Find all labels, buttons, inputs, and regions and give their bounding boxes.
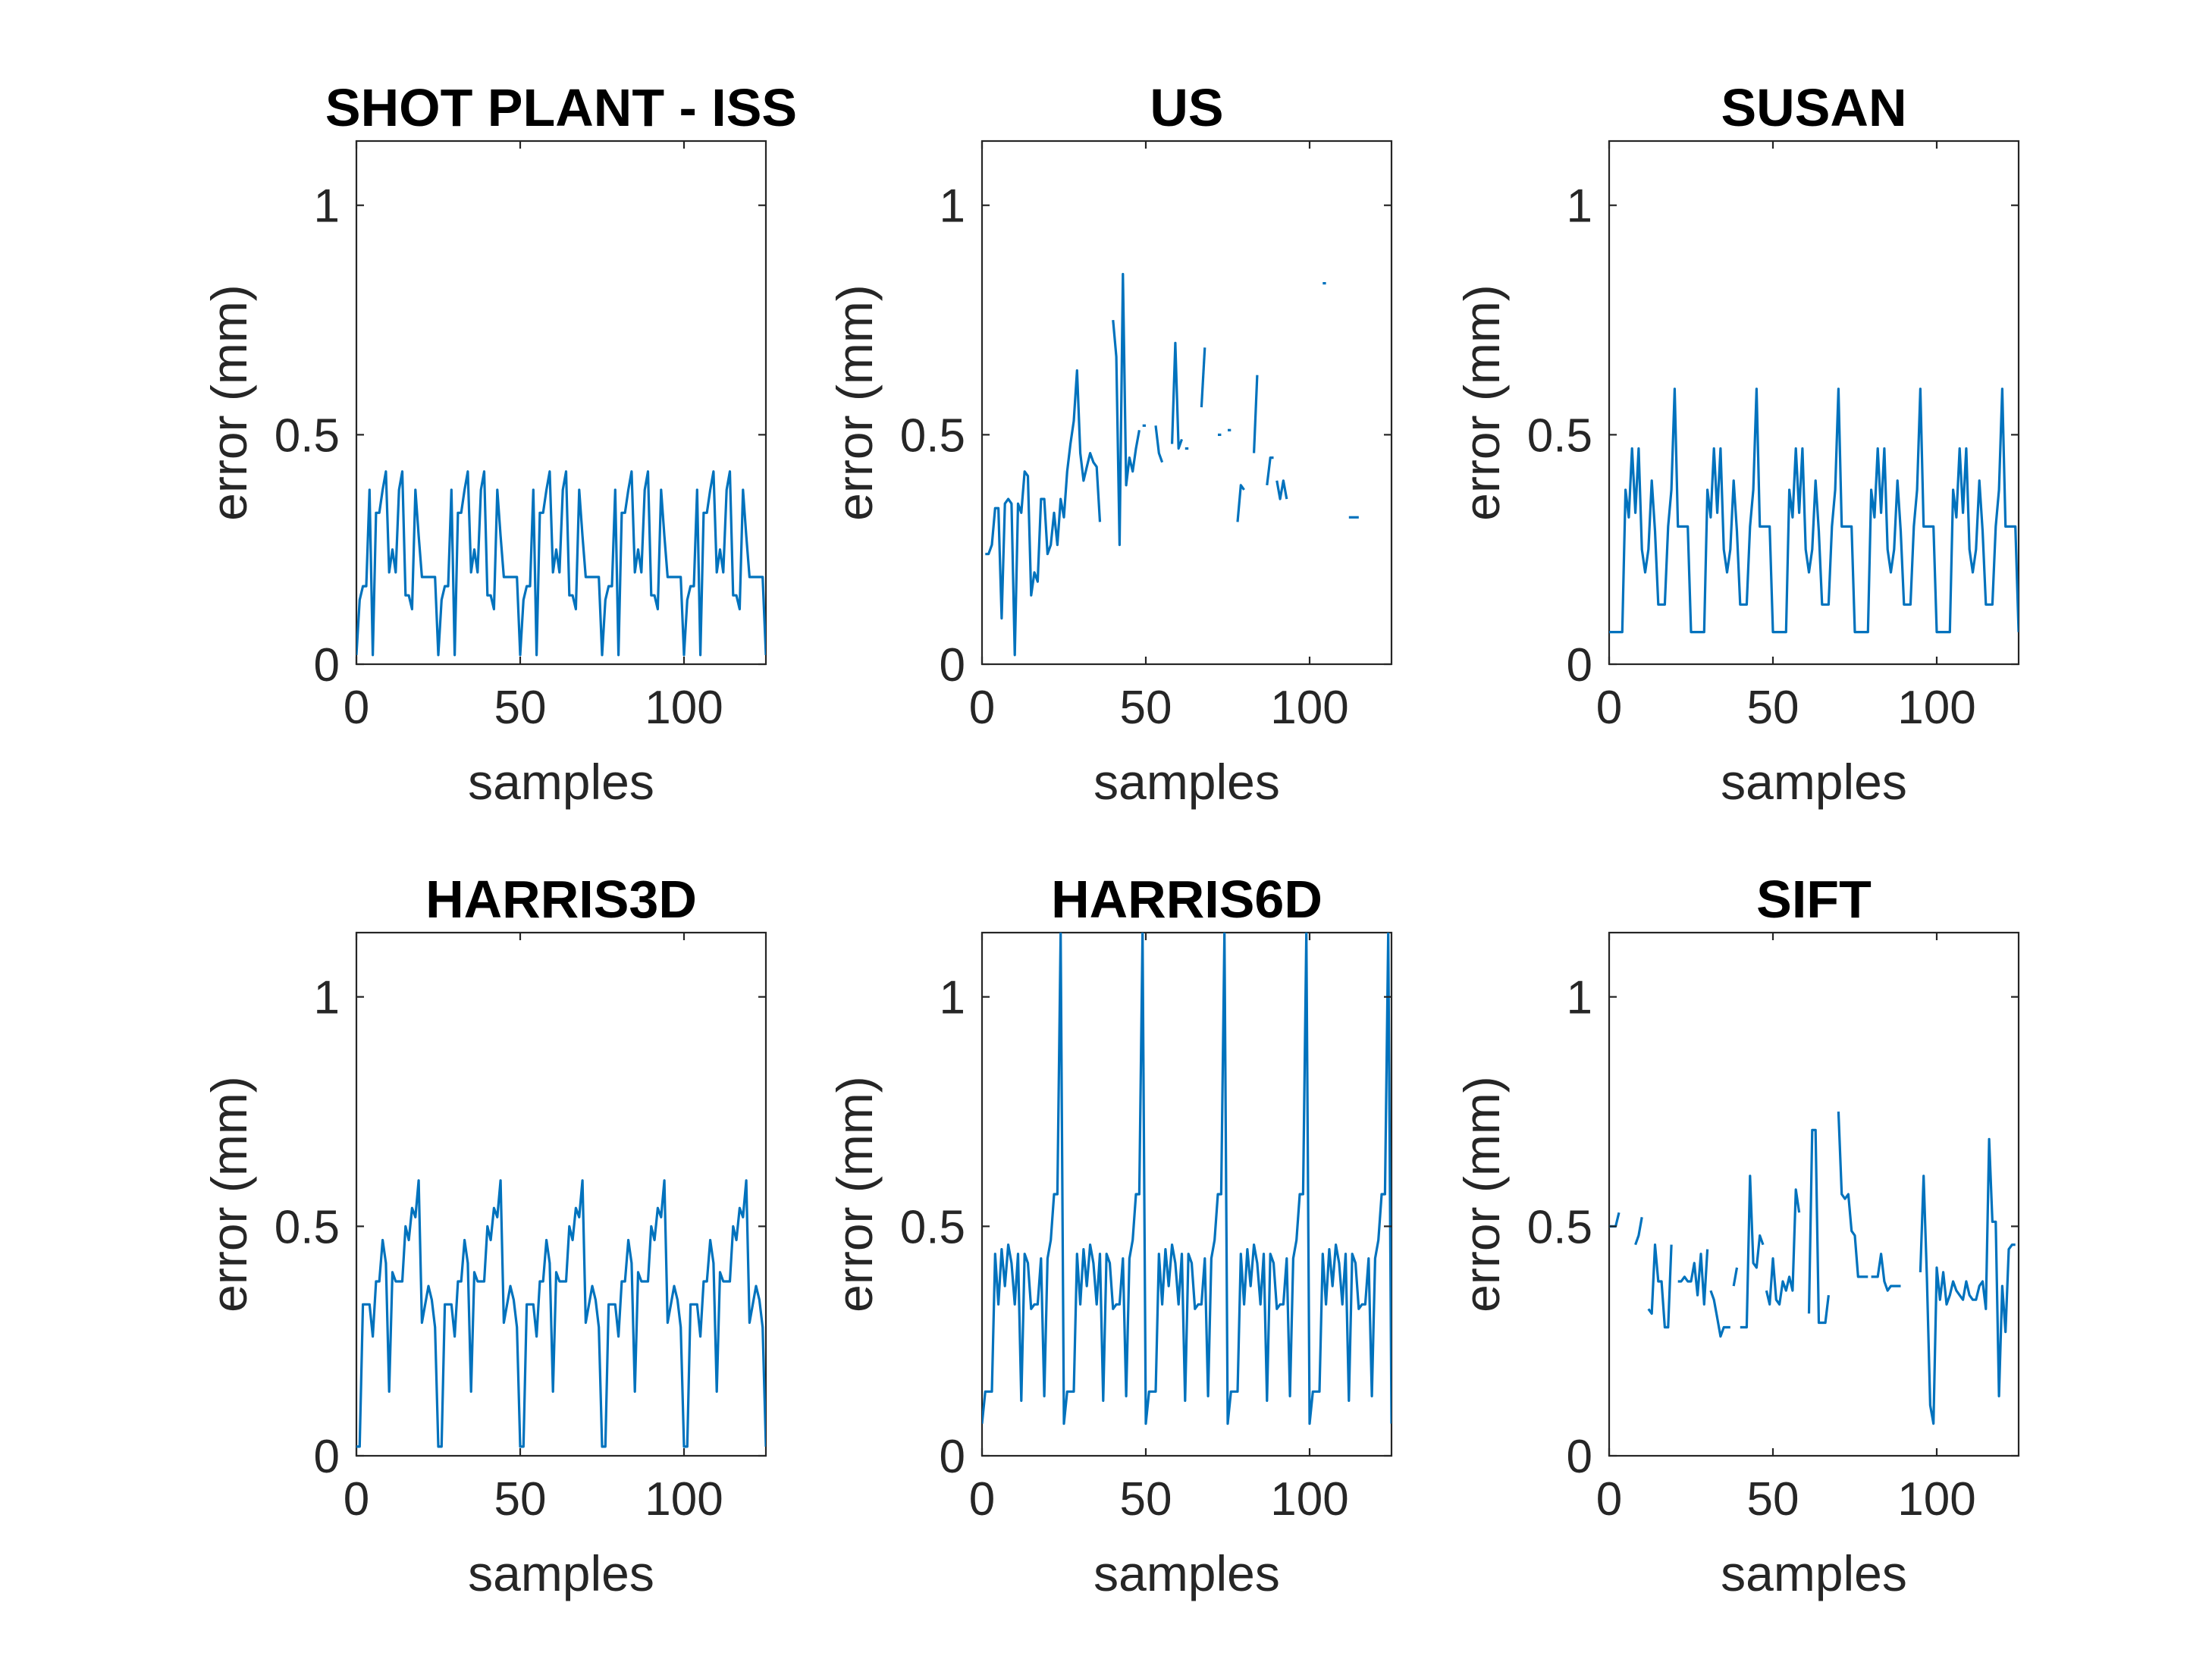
y-tick-label: 0: [940, 1431, 965, 1483]
series-segment-10: [1253, 375, 1259, 453]
y-tick-label: 0: [1567, 1431, 1592, 1483]
y-tick-label: 0: [314, 1431, 340, 1483]
x-tick-label: 0: [1596, 682, 1622, 734]
y-tick-label: 0.5: [1527, 409, 1592, 462]
series-line: [982, 933, 1392, 1425]
y-axis-label: error (mm): [201, 1076, 257, 1312]
chart-title: US: [1150, 78, 1223, 137]
plot-area: [355, 931, 767, 1457]
x-tick-label: 100: [1270, 682, 1348, 734]
y-tick-label: 0: [1567, 639, 1592, 692]
x-tick-label: 0: [344, 1473, 369, 1526]
series-segment-2: [1647, 1243, 1673, 1329]
chart-title: SIFT: [1756, 870, 1872, 929]
x-tick-label: 100: [1270, 1473, 1348, 1526]
y-axis-label: error (mm): [1454, 1076, 1510, 1312]
series-segment-6: [1200, 347, 1206, 408]
series-segment-0: [982, 933, 1392, 1425]
series-segment-0: [356, 1179, 766, 1448]
x-axis-label: samples: [1721, 754, 1907, 810]
series-segment-6: [1740, 1174, 1765, 1329]
y-tick-label: 1: [314, 972, 340, 1024]
x-axis-label: samples: [1093, 1545, 1280, 1601]
x-tick-label: 0: [1596, 1473, 1622, 1526]
y-axis-label: error (mm): [201, 284, 257, 521]
subplot-5: 0 50 100 0 0.5 1 samples error (mm) SIFT: [1454, 870, 2020, 1601]
x-tick-label: 100: [1897, 1473, 1975, 1526]
y-tick-label: 0.5: [275, 1201, 340, 1253]
y-tick-label: 1: [1567, 180, 1592, 233]
chart-title: HARRIS3D: [425, 870, 697, 929]
y-tick-label: 0: [940, 639, 965, 692]
y-tick-label: 1: [1567, 972, 1592, 1024]
series-segment-11: [1266, 456, 1274, 486]
y-tick-label: 0: [314, 639, 340, 692]
y-tick-label: 0.5: [900, 409, 965, 462]
series-line: [1609, 1112, 2016, 1425]
subplot-3: 0 50 100 0 0.5 1 samples error (mm) HARRIS3D: [201, 870, 767, 1601]
subplot-4: 0 50 100 0 0.5 1 samples error (mm) HARRIS6D: [827, 870, 1393, 1601]
x-tick-label: 100: [1897, 682, 1975, 734]
series-line: [985, 272, 1359, 657]
series-segment-4: [1171, 341, 1184, 450]
series-segment-3: [1677, 1249, 1709, 1306]
x-axis-label: samples: [468, 1545, 654, 1601]
x-tick-label: 50: [1120, 1473, 1172, 1526]
y-tick-label: 0.5: [275, 409, 340, 462]
y-tick-label: 1: [940, 180, 965, 233]
x-tick-label: 0: [969, 682, 995, 734]
series-line: [1609, 387, 2019, 634]
series-segment-9: [1837, 1112, 1868, 1278]
subplot-0: 0 50 100 0 0.5 1 samples error (mm) SHOT PLANT -…: [201, 78, 797, 810]
plot-area: [1608, 931, 2020, 1457]
y-axis-label: error (mm): [827, 1076, 883, 1312]
series-segment-8: [1807, 1128, 1830, 1325]
x-axis-label: samples: [1093, 754, 1280, 810]
x-tick-label: 0: [344, 682, 369, 734]
x-tick-label: 50: [1747, 1473, 1799, 1526]
chart-title: HARRIS6D: [1051, 870, 1322, 929]
series-segment-1: [1634, 1217, 1643, 1246]
series-line: [356, 470, 766, 657]
x-tick-label: 50: [494, 682, 547, 734]
plot-area: [980, 140, 1393, 666]
series-segment-7: [1765, 1188, 1801, 1306]
series-segment-5: [1732, 1267, 1739, 1287]
x-tick-label: 100: [645, 1473, 723, 1526]
y-axis-label: error (mm): [827, 284, 883, 521]
y-tick-label: 0.5: [1527, 1201, 1592, 1253]
x-axis-label: samples: [468, 754, 654, 810]
x-tick-label: 100: [645, 682, 723, 734]
y-tick-label: 1: [940, 972, 965, 1024]
chart-title: SHOT PLANT - ISS: [325, 78, 797, 137]
series-segment-9: [1236, 484, 1245, 522]
series-segment-1: [1112, 272, 1141, 547]
series-segment-12: [1275, 479, 1288, 500]
series-segment-0: [1609, 387, 2019, 634]
series-segment-3: [1154, 425, 1164, 463]
series-line: [356, 1179, 766, 1448]
series-segment-4: [1709, 1290, 1730, 1338]
series-segment-0: [356, 470, 766, 657]
series-segment-0: [985, 369, 1102, 657]
y-tick-label: 0.5: [900, 1201, 965, 1253]
y-tick-label: 1: [314, 180, 340, 233]
x-tick-label: 50: [1120, 682, 1172, 734]
x-tick-label: 50: [1747, 682, 1799, 734]
x-axis-label: samples: [1721, 1545, 1907, 1601]
plot-area: [1608, 140, 2020, 666]
x-tick-label: 0: [969, 1473, 995, 1526]
subplot-1: 0 50 100 0 0.5 1 samples error (mm) US: [827, 78, 1393, 810]
series-segment-11: [1919, 1137, 2016, 1425]
y-axis-label: error (mm): [1454, 284, 1510, 521]
chart-title: SUSAN: [1721, 78, 1906, 137]
plot-area: [355, 140, 767, 666]
series-segment-10: [1871, 1253, 1901, 1292]
x-tick-label: 50: [494, 1473, 547, 1526]
subplot-2: 0 50 100 0 0.5 1 samples error (mm) SUSAN: [1454, 78, 2020, 810]
